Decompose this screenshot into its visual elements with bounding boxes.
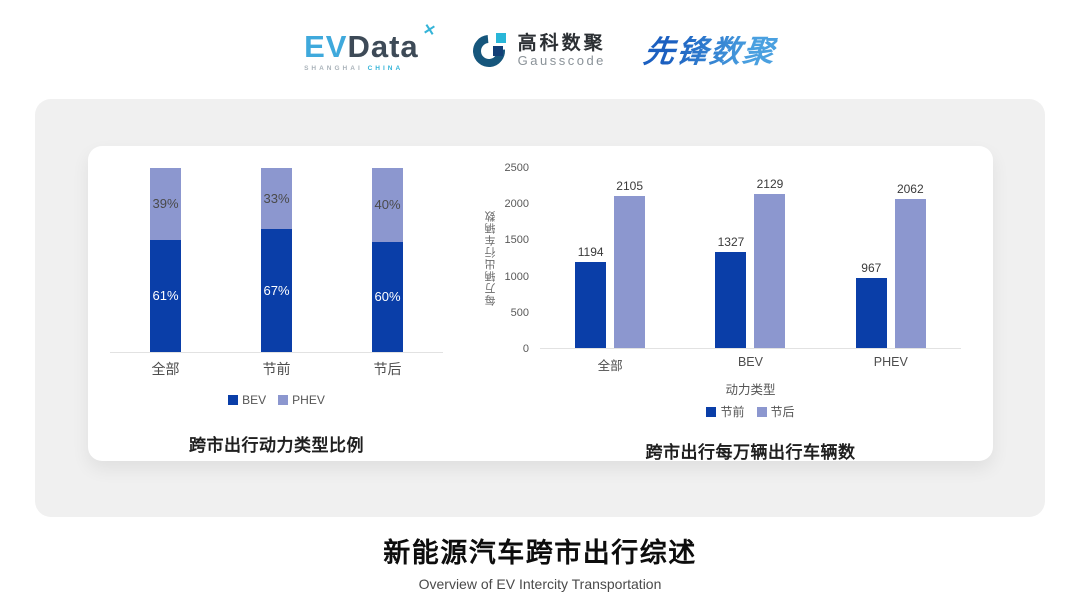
subtitle: Overview of EV Intercity Transportation	[418, 576, 662, 592]
bar-节前-全部	[575, 261, 607, 348]
category-label: BEV	[737, 355, 763, 369]
y-tick-label: 1000	[504, 270, 529, 283]
legend-item-节前: 节前	[706, 403, 745, 420]
y-axis-ticks: 0 500 1000 1500 2000 2500	[497, 162, 529, 355]
bar-节前-BEV	[715, 251, 747, 348]
legend-item-BEV: BEV	[228, 393, 266, 407]
bar-节后-BEV	[754, 193, 786, 348]
legend-label: PHEV	[292, 393, 325, 407]
grouped-bar-plot: 1194 2105 1327 2129 967 2062	[540, 168, 961, 349]
gausscode-icon	[466, 28, 512, 74]
legend: 节前 节后	[540, 403, 961, 420]
chart-vehicles-per-10k: 每万辆出行车辆数 0 500 1000 1500 2000 2500 1194 2105 13…	[483, 162, 961, 463]
chart-title: 跨市出行每万辆出行车辆数	[645, 443, 856, 462]
y-tick-label: 0	[522, 343, 529, 355]
gausscode-cn-name: 高科数聚	[517, 32, 606, 54]
y-tick-label: 1500	[504, 234, 529, 247]
legend: BEV PHEV	[110, 393, 443, 407]
chart-title: 跨市出行动力类型比例	[189, 436, 364, 455]
stacked-bar-全部: 39% 61%	[150, 168, 181, 352]
segment-PHEV: 39%	[150, 168, 181, 240]
stacked-bar-节前: 33% 67%	[261, 168, 292, 352]
legend-label: 节后	[770, 405, 795, 419]
x-axis-label: 动力类型	[725, 383, 776, 397]
main-title: 新能源汽车跨市出行综述	[383, 538, 697, 568]
bar-value-label: 2062	[896, 181, 924, 196]
bar-value-label: 2105	[616, 178, 643, 193]
segment-PHEV: 33%	[261, 168, 292, 229]
bar-group-PHEV: 967 2062	[855, 181, 926, 348]
x-category-labels: 全部 节前 节后	[110, 353, 443, 379]
evdata-subtitle: SHANGHAI CHINA	[304, 65, 403, 72]
bar-value-label: 1194	[577, 244, 604, 259]
evdata-x-mark-icon: ✕	[421, 20, 439, 40]
bar-节后-PHEV	[894, 198, 926, 348]
gausscode-navy-square	[492, 46, 503, 56]
bar-节后-全部	[614, 195, 646, 348]
evdata-china-text: CHINA	[367, 64, 404, 72]
evdata-data-text: Data	[347, 28, 419, 64]
gausscode-logo: 高科数聚 Gausscode	[466, 28, 606, 74]
charts-card: 39% 61% 33% 67% 40% 60% 全部 节前 节后 BEV PHEV 跨市出行动力…	[88, 146, 993, 463]
y-tick-label: 500	[510, 306, 529, 319]
bar-column: 2129	[754, 176, 786, 348]
legend-item-节后: 节后	[756, 403, 795, 420]
bar-value-label: 1327	[717, 234, 745, 249]
gausscode-en-name: Gausscode	[517, 53, 606, 69]
charts-panel: 39% 61% 33% 67% 40% 60% 全部 节前 节后 BEV PHEV 跨市出行动力…	[35, 99, 1045, 517]
segment-BEV: 67%	[261, 228, 292, 352]
legend-label: BEV	[242, 393, 267, 407]
bar-group-BEV: 1327 2129	[715, 176, 786, 348]
evdata-shanghai-text: SHANGHAI	[304, 64, 363, 72]
legend-item-PHEV: PHEV	[278, 393, 325, 407]
plot-area: 每万辆出行车辆数 0 500 1000 1500 2000 2500 1194 2105 13…	[483, 162, 961, 355]
bar-column: 967	[855, 261, 887, 348]
category-label: 节后	[373, 361, 402, 377]
category-label: PHEV	[873, 355, 908, 369]
bar-group-全部: 1194 2105	[575, 178, 646, 348]
evdata-ev-text: EV	[304, 28, 348, 64]
y-tick-label: 2000	[504, 198, 529, 211]
category-label: 全部	[151, 361, 180, 377]
x-category-labels: 全部 BEV PHEV	[540, 349, 961, 374]
gausscode-cyan-square	[495, 33, 506, 43]
gausscode-text: 高科数聚 Gausscode	[517, 32, 606, 69]
bar-value-label: 967	[861, 261, 882, 275]
legend-swatch-icon	[278, 395, 289, 405]
bar-column: 2105	[614, 178, 646, 348]
bar-column: 1327	[715, 234, 747, 348]
logo-bar: EVData ✕ SHANGHAI CHINA 高科数聚 Gausscode 先…	[0, 18, 1080, 84]
stacked-bar-plot: 39% 61% 33% 67% 40% 60%	[110, 168, 443, 353]
segment-PHEV: 40%	[372, 168, 403, 242]
category-label: 全部	[597, 359, 623, 373]
bar-value-label: 2129	[756, 176, 784, 191]
legend-swatch-icon	[756, 406, 767, 417]
bar-column: 2062	[894, 181, 926, 348]
bar-column: 1194	[575, 244, 607, 348]
segment-BEV: 61%	[150, 239, 181, 352]
bar-节前-PHEV	[855, 278, 887, 348]
evdata-wordmark: EVData ✕	[304, 20, 438, 64]
category-label: 节前	[262, 361, 291, 377]
legend-swatch-icon	[228, 395, 239, 405]
stacked-bar-节后: 40% 60%	[372, 168, 403, 352]
evdata-logo: EVData ✕ SHANGHAI CHINA	[304, 20, 438, 72]
xianfeng-shuju-logo: 先锋数聚	[641, 33, 779, 69]
footer: 新能源汽车跨市出行综述 Overview of EV Intercity Tra…	[0, 531, 1080, 592]
legend-swatch-icon	[706, 406, 717, 417]
chart-power-type-ratio: 39% 61% 33% 67% 40% 60% 全部 节前 节后 BEV PHEV 跨市出行动力…	[110, 168, 443, 456]
segment-BEV: 60%	[372, 241, 403, 352]
legend-label: 节前	[720, 405, 745, 419]
y-tick-label: 2500	[504, 162, 529, 174]
